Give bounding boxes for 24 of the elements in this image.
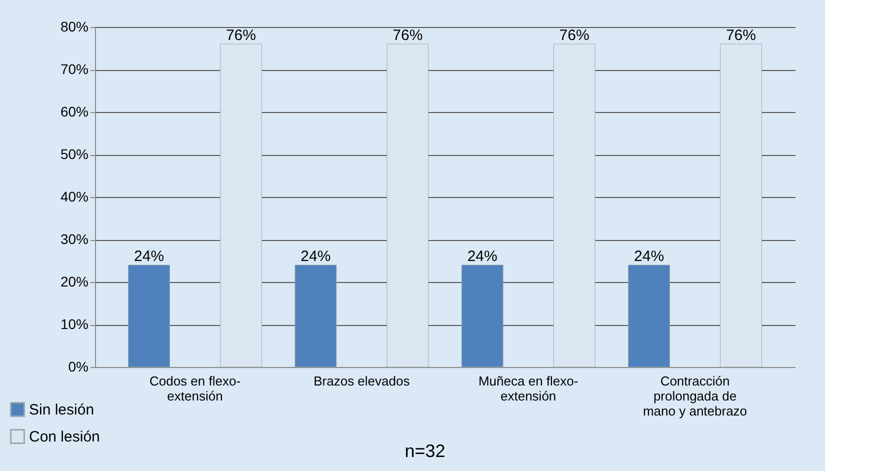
legend-label: Sin lesión	[29, 402, 94, 418]
data-label: 24%	[300, 248, 331, 265]
data-label: 24%	[134, 248, 164, 265]
y-tick-label: 20%	[60, 274, 88, 290]
data-label: 76%	[559, 27, 590, 44]
y-tick-label: 60%	[60, 104, 88, 120]
y-tick-label: 40%	[60, 188, 88, 204]
data-label: 24%	[467, 248, 498, 265]
legend-label: Con lesión	[29, 428, 100, 446]
data-label: 24%	[634, 248, 664, 265]
y-tick-label: 10%	[60, 316, 88, 332]
y-tick-label: 50%	[60, 146, 88, 162]
x-tick-label: Muñeca en flexo-extensión	[478, 374, 578, 404]
y-tick-label: 30%	[60, 231, 88, 247]
x-tick-label: Codos en flexo-extensión	[149, 374, 241, 404]
data-label: 76%	[726, 27, 756, 44]
x-tick-label: Brazos elevados	[314, 374, 410, 388]
data-label: 76%	[392, 27, 423, 44]
data-label: 76%	[226, 27, 256, 44]
text: n=32	[404, 441, 446, 461]
y-tick-label: 70%	[60, 61, 88, 77]
y-tick-label: 0%	[68, 358, 88, 374]
y-tick-label: 80%	[60, 18, 88, 34]
x-tick-label: Contracción prolongada de mano y antebrazo	[642, 374, 748, 418]
